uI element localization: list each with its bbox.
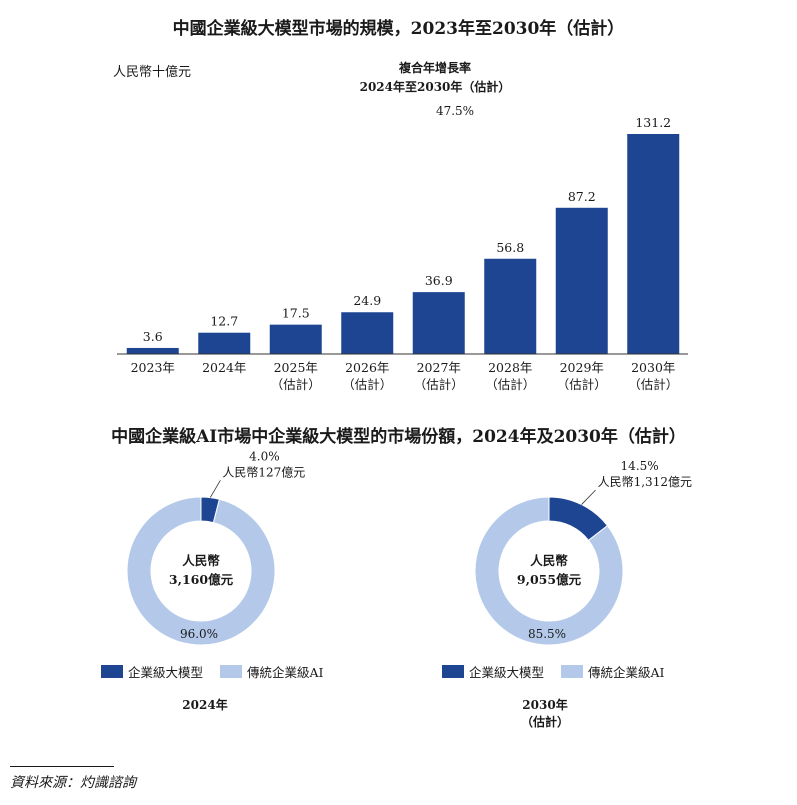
donut-year-label-2024: 2024年 xyxy=(155,697,255,714)
donut-charts: 人民幣 3,160億元 4.0% 人民幣127億元 96.0% 人民幣 9,055億元 14.… xyxy=(126,449,692,646)
bar-value-label: 36.9 xyxy=(425,273,453,288)
bar-value-label: 131.2 xyxy=(635,115,671,130)
x-tick-label: 2029年 xyxy=(560,360,604,375)
x-tick-label: 2025年 xyxy=(274,360,318,375)
donut-center-line2: 3,160億元 xyxy=(169,572,234,587)
x-tick-label: 2023年 xyxy=(131,360,175,375)
slice-pct-label: 14.5% xyxy=(621,459,659,473)
bar-chart: 3.6 2023年 12.7 2024年 17.5 2025年 （估計） 24.9 2026年 （… xyxy=(117,115,688,392)
x-tick-sublabel: （估計） xyxy=(628,377,678,392)
x-tick-sublabel: （估計） xyxy=(271,377,321,392)
bar-value-label: 3.6 xyxy=(143,329,163,344)
x-tick-label: 2030年 xyxy=(631,360,675,375)
donut-section-title: 中國企業級AI市場中企業級大模型的市場份額，2024年及2030年（估計） xyxy=(111,427,686,447)
donut-center-line1: 人民幣 xyxy=(530,553,568,568)
callout-line xyxy=(581,489,596,505)
donut-year-label-2030: 2030年 （估計） xyxy=(495,697,595,731)
donut-slice xyxy=(126,496,276,646)
x-tick-sublabel: （估計） xyxy=(414,377,464,392)
source-note: 資料來源：灼識諮詢 xyxy=(10,775,136,791)
legend-label-traditional: 傳統企業級AI xyxy=(247,665,324,680)
bar xyxy=(341,312,394,354)
x-tick-sublabel: （估計） xyxy=(485,377,535,392)
x-tick-label: 2024年 xyxy=(202,360,246,375)
bar-value-label: 12.7 xyxy=(210,314,238,329)
slice-pct-label: 85.5% xyxy=(528,627,566,641)
legend-2030: 企業級大模型 傳統企業級AI xyxy=(442,662,664,681)
bar xyxy=(555,207,608,354)
slice-amount-label: 人民幣1,312億元 xyxy=(598,475,692,489)
callout-line xyxy=(209,480,221,498)
x-tick-label: 2028年 xyxy=(488,360,532,375)
bar-chart-title: 中國企業級大模型市場的規模，2023年至2030年（估計） xyxy=(172,19,625,39)
cagr-label-line2: 2024年至2030年（估計） xyxy=(359,80,511,94)
bar xyxy=(269,324,322,354)
bar xyxy=(126,347,179,354)
x-tick-sublabel: （估計） xyxy=(342,377,392,392)
bar xyxy=(198,332,251,354)
legend-swatch-llm xyxy=(442,665,464,678)
bar xyxy=(627,134,680,354)
slice-pct-label: 96.0% xyxy=(180,627,218,641)
x-tick-label: 2027年 xyxy=(417,360,461,375)
cagr-label: 複合年增長率 2024年至2030年（估計） xyxy=(350,59,520,97)
legend-label-llm: 企業級大模型 xyxy=(128,665,204,680)
donut-center-line1: 人民幣 xyxy=(182,553,220,568)
donut-slice xyxy=(474,496,624,646)
cagr-value: 47.5% xyxy=(435,104,475,118)
bar-value-label: 24.9 xyxy=(353,293,381,308)
bar-value-label: 56.8 xyxy=(496,240,524,255)
x-tick-sublabel: （估計） xyxy=(557,377,607,392)
source-divider xyxy=(10,766,114,767)
year-label: 2024年 xyxy=(182,698,228,712)
slice-pct-label: 4.0% xyxy=(249,449,280,463)
slice-amount-label: 人民幣127億元 xyxy=(222,465,305,479)
bar-value-label: 87.2 xyxy=(568,189,596,204)
year-sublabel: （估計） xyxy=(520,715,569,729)
bar-value-label: 17.5 xyxy=(282,306,310,321)
legend-label-traditional: 傳統企業級AI xyxy=(588,665,665,680)
cagr-label-line1: 複合年增長率 xyxy=(398,61,471,75)
bar xyxy=(484,258,537,354)
legend-swatch-llm xyxy=(101,665,123,678)
legend-2024: 企業級大模型 傳統企業級AI xyxy=(101,662,323,681)
donut-center-line2: 9,055億元 xyxy=(517,572,582,587)
bar xyxy=(412,292,465,354)
legend-swatch-traditional xyxy=(561,665,584,678)
unit-label: 人民幣十億元 xyxy=(113,65,192,80)
legend-swatch-traditional xyxy=(220,665,243,678)
x-tick-label: 2026年 xyxy=(345,360,389,375)
year-label: 2030年 xyxy=(522,698,568,712)
legend-label-llm: 企業級大模型 xyxy=(469,665,545,680)
